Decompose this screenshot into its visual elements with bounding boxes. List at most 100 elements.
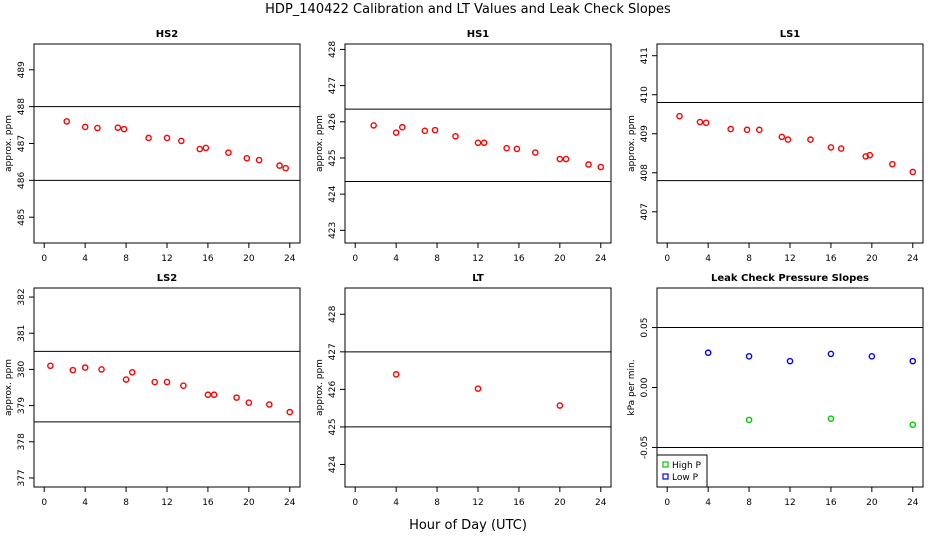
data-point xyxy=(163,378,171,386)
data-point xyxy=(370,122,377,129)
x-tick-label: 24 xyxy=(907,498,919,508)
y-axis-label: approx. ppm xyxy=(315,359,325,416)
data-point xyxy=(94,124,101,132)
legend-box xyxy=(656,454,708,488)
data-point xyxy=(480,139,488,147)
x-tick-label: 12 xyxy=(784,498,795,508)
data-point xyxy=(81,364,89,371)
legend-label: High P xyxy=(672,461,702,471)
x-tick-label: 20 xyxy=(554,498,566,508)
plot-frame xyxy=(33,287,301,488)
data-point xyxy=(784,136,792,143)
data-point xyxy=(151,378,159,386)
y-tick-label: 377 xyxy=(17,469,27,486)
data-point xyxy=(531,149,539,156)
data-point xyxy=(756,126,763,134)
y-axis-label: approx. ppm xyxy=(4,115,14,172)
data-point xyxy=(233,394,240,401)
x-tick-label: 0 xyxy=(352,498,358,508)
data-point xyxy=(909,421,917,428)
data-point xyxy=(69,366,77,374)
data-point xyxy=(145,134,152,142)
data-point xyxy=(696,118,704,126)
y-tick-label: 0.00 xyxy=(640,377,650,397)
x-tick-label: 20 xyxy=(554,254,566,264)
x-tick-label: 4 xyxy=(82,498,88,508)
x-tick-label: 12 xyxy=(472,254,483,264)
data-point xyxy=(163,134,171,142)
data-point xyxy=(178,137,185,145)
panel-5: LT 0 4 8 12 16 20 24 424 425 426 427 428 approx. ppm xyxy=(315,273,612,508)
data-point xyxy=(81,123,89,131)
data-point xyxy=(513,145,521,153)
data-point xyxy=(909,357,917,365)
data-point xyxy=(676,112,683,120)
data-point xyxy=(778,133,786,141)
y-tick-label: 488 xyxy=(17,98,27,115)
y-tick-label: 0.05 xyxy=(640,318,650,338)
y-tick-label: 424 xyxy=(328,185,338,202)
y-tick-label: 411 xyxy=(640,47,650,64)
data-point xyxy=(704,349,712,357)
data-point xyxy=(452,132,459,140)
y-axis-label: kPa per min. xyxy=(627,359,637,415)
x-tick-label: 20 xyxy=(243,498,255,508)
x-tick-label: 12 xyxy=(161,254,172,264)
y-tick-label: 426 xyxy=(328,113,338,130)
data-point xyxy=(202,144,210,152)
x-tick-label: 8 xyxy=(434,498,440,508)
data-point xyxy=(827,144,835,151)
y-tick-label: 487 xyxy=(17,135,27,152)
y-axis-label: approx. ppm xyxy=(315,115,325,172)
data-point xyxy=(255,156,263,164)
panel-1: HS2 0 4 8 12 16 20 24 485 486 487 488 489 approx. ppm xyxy=(4,29,301,264)
data-point xyxy=(128,369,136,376)
x-tick-label: 24 xyxy=(595,498,607,508)
data-point xyxy=(556,402,564,409)
y-tick-label: -0.05 xyxy=(640,436,650,459)
y-tick-label: 410 xyxy=(640,86,650,103)
y-tick-label: 407 xyxy=(640,203,650,220)
data-point xyxy=(245,399,253,406)
data-point xyxy=(122,376,130,383)
x-tick-label: 20 xyxy=(243,254,255,264)
x-axis-label: Hour of Day (UTC) xyxy=(409,518,527,533)
data-point xyxy=(909,168,917,176)
y-tick-label: 381 xyxy=(17,325,27,342)
y-tick-label: 382 xyxy=(17,288,27,305)
panel-3: LS1 0 4 8 12 16 20 24 407 408 409 410 411 approx. ppm xyxy=(627,29,924,264)
data-point xyxy=(866,151,874,159)
data-point xyxy=(180,382,187,389)
x-tick-label: 0 xyxy=(664,498,670,508)
data-point xyxy=(556,155,564,163)
x-tick-label: 4 xyxy=(393,254,399,264)
data-point xyxy=(47,362,54,370)
x-tick-label: 8 xyxy=(123,254,129,264)
data-point xyxy=(243,154,251,162)
plot-frame xyxy=(344,43,612,244)
data-point xyxy=(827,350,835,358)
x-tick-label: 20 xyxy=(866,254,878,264)
x-tick-label: 12 xyxy=(784,254,795,264)
data-point xyxy=(807,136,814,143)
panel-title: LS1 xyxy=(780,29,801,40)
y-axis-label: approx. ppm xyxy=(4,359,14,416)
panel-title: HS2 xyxy=(156,29,179,40)
y-tick-label: 428 xyxy=(328,41,338,58)
data-point xyxy=(431,126,439,134)
plot-frame xyxy=(344,287,612,488)
x-tick-label: 0 xyxy=(41,498,47,508)
y-tick-label: 423 xyxy=(328,222,338,239)
panel-title: LS2 xyxy=(157,273,178,284)
data-point xyxy=(727,125,734,133)
legend-marker xyxy=(662,461,669,468)
data-point xyxy=(743,126,751,134)
data-point xyxy=(889,160,896,168)
x-tick-label: 16 xyxy=(513,498,525,508)
data-point xyxy=(98,366,105,373)
data-point xyxy=(585,161,592,168)
x-tick-label: 24 xyxy=(284,254,296,264)
data-point xyxy=(398,123,406,131)
x-tick-label: 4 xyxy=(393,498,399,508)
